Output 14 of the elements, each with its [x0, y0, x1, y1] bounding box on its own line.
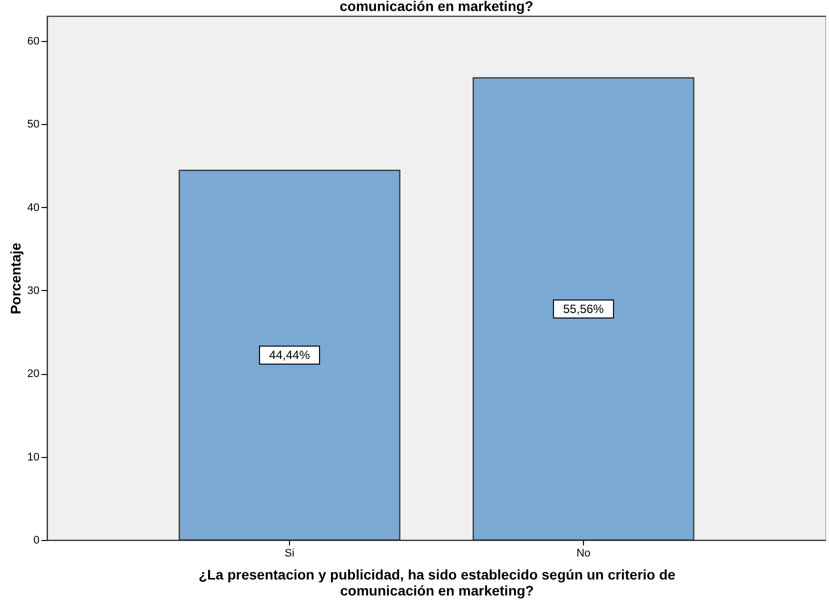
y-tick-label: 60 [27, 35, 40, 48]
x-tick-label: No [576, 548, 591, 560]
y-axis-title: Porcentaje [7, 242, 24, 314]
data-label: 55,56% [563, 302, 604, 316]
y-tick-label: 10 [27, 451, 40, 464]
y-tick-label: 0 [33, 534, 40, 546]
data-label: 44,44% [269, 348, 310, 362]
y-tick-label: 20 [27, 368, 40, 380]
x-axis-title: ¿La presentacion y publicidad, ha sido establecido según un criterio de comunicación en marketing? [198, 566, 676, 598]
x-tick-label: Si [284, 548, 294, 560]
y-tick-label: 30 [27, 284, 40, 297]
chart-title: comunicación en marketing? [340, 0, 534, 14]
y-tick-label: 50 [27, 118, 40, 131]
y-tick-label: 40 [27, 202, 40, 214]
